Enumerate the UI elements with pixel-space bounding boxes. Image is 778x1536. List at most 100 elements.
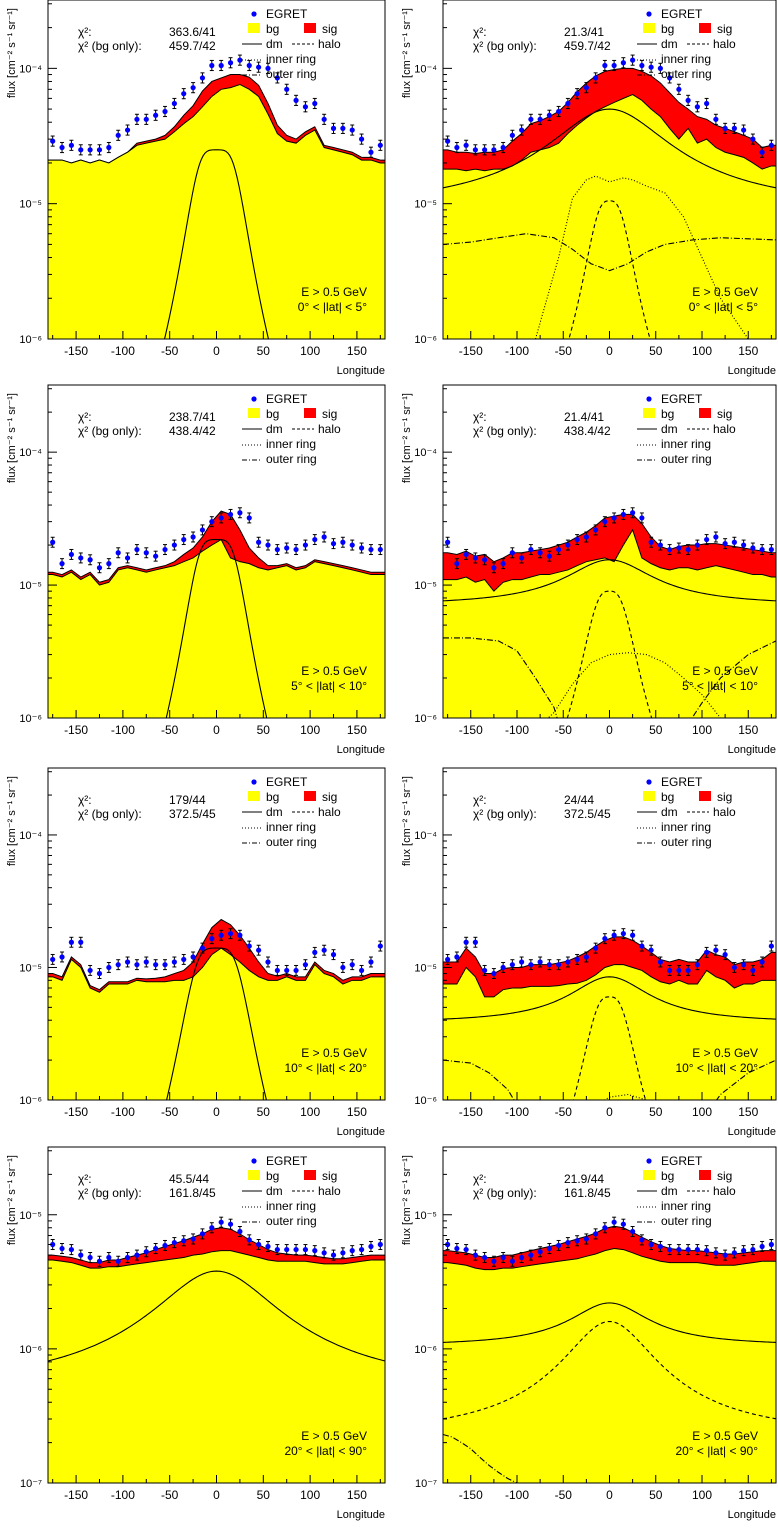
legend-sig-label: sig xyxy=(322,790,337,804)
egret-marker xyxy=(667,1246,673,1253)
egret-marker xyxy=(759,1243,765,1250)
x-tick-label: 50 xyxy=(649,723,663,737)
egret-marker xyxy=(500,561,506,567)
egret-point xyxy=(759,544,765,556)
egret-point xyxy=(96,1255,103,1267)
egret-marker xyxy=(454,561,460,567)
egret-point xyxy=(115,129,121,141)
latitude-range-label: 10° < |lat| < 20° xyxy=(284,1061,367,1075)
egret-marker xyxy=(648,64,654,70)
egret-marker xyxy=(750,1246,756,1253)
x-tick-label: -100 xyxy=(505,1488,529,1502)
legend-sig-swatch xyxy=(304,23,316,33)
egret-marker xyxy=(713,116,719,122)
egret-marker xyxy=(519,127,525,133)
egret-point xyxy=(491,1255,497,1267)
egret-marker xyxy=(500,1254,506,1261)
egret-marker xyxy=(171,100,177,107)
legend-bg-swatch xyxy=(248,791,260,801)
chi2-bg-label: χ² (bg only): xyxy=(473,424,537,438)
egret-marker xyxy=(667,75,673,81)
egret-point xyxy=(106,558,112,570)
egret-marker xyxy=(593,1231,599,1237)
x-tick-label: -100 xyxy=(505,1105,529,1119)
egret-point xyxy=(750,542,756,554)
x-axis-label: Longitude xyxy=(728,1126,776,1138)
egret-point xyxy=(68,548,75,560)
x-tick-label: -50 xyxy=(161,344,179,358)
egret-point xyxy=(602,59,608,72)
egret-marker xyxy=(68,1246,75,1253)
egret-point xyxy=(694,101,700,113)
egret-marker xyxy=(78,939,84,945)
egret-marker xyxy=(330,541,337,547)
egret-marker xyxy=(482,967,488,974)
egret-point xyxy=(134,544,140,556)
egret-marker xyxy=(274,546,280,553)
egret-point xyxy=(537,113,543,125)
egret-point xyxy=(153,1243,159,1255)
panel-5: -150 -100 -50 0 50 100 150 Longitude 10⁻⁶ 10⁻⁵ 10⁻… xyxy=(6,767,386,1138)
egret-point xyxy=(134,959,140,971)
x-tick-label: 0 xyxy=(213,1488,220,1502)
legend-bg-label: bg xyxy=(661,790,674,804)
egret-marker xyxy=(284,967,290,974)
x-axis-label: Longitude xyxy=(728,1509,776,1521)
egret-point xyxy=(472,144,478,156)
panel-5-plot-area xyxy=(48,918,385,1100)
egret-point xyxy=(124,956,131,968)
panel-4: -150 -100 -50 0 50 100 150 Longitude 10⁻⁶ 10⁻⁵ 10⁻… xyxy=(401,384,777,756)
legend-halo-label: halo xyxy=(318,37,341,51)
egret-marker xyxy=(209,62,215,69)
egret-marker xyxy=(330,1252,337,1258)
legend-sig-label: sig xyxy=(717,407,732,421)
legend-dm-label: dm xyxy=(661,422,678,436)
egret-point xyxy=(463,1244,469,1256)
egret-marker xyxy=(274,967,280,974)
egret-point xyxy=(639,59,645,72)
egret-marker xyxy=(463,1246,469,1253)
egret-point xyxy=(491,562,497,574)
egret-point xyxy=(106,1251,112,1264)
legend-egret-label: EGRET xyxy=(661,1154,703,1168)
egret-marker xyxy=(134,116,140,122)
egret-point xyxy=(491,144,497,156)
egret-marker xyxy=(722,1252,728,1258)
legend-egret-marker xyxy=(646,1158,652,1164)
egret-point xyxy=(463,548,469,560)
egret-point xyxy=(190,531,196,543)
legend-egret-marker xyxy=(251,779,257,785)
egret-point xyxy=(162,1239,168,1252)
egret-point xyxy=(256,61,262,73)
egret-marker xyxy=(106,144,112,151)
legend-inner-ring-label: inner ring xyxy=(266,437,316,451)
legend-sig-swatch xyxy=(304,408,316,418)
legend-sig-swatch xyxy=(304,1170,316,1180)
egret-point xyxy=(528,1249,534,1261)
egret-point xyxy=(153,550,159,562)
egret-point xyxy=(648,1238,654,1251)
egret-point xyxy=(445,953,451,965)
egret-point xyxy=(509,547,515,559)
egret-point xyxy=(565,1237,571,1249)
chi2-bg-label: χ² (bg only): xyxy=(78,424,142,438)
egret-marker xyxy=(519,1254,525,1261)
egret-point xyxy=(358,133,365,145)
y-tick-label: 10⁻⁵ xyxy=(414,199,437,211)
egret-marker xyxy=(630,510,636,516)
egret-marker xyxy=(602,62,608,69)
bg-area xyxy=(48,83,385,339)
chi2-value: 45.5/44 xyxy=(169,1172,209,1186)
egret-point xyxy=(676,1244,682,1256)
egret-point xyxy=(482,1251,488,1264)
egret-point xyxy=(96,968,103,979)
egret-marker xyxy=(491,1258,497,1264)
egret-marker xyxy=(190,954,196,960)
egret-marker xyxy=(59,144,65,151)
egret-point xyxy=(368,544,374,556)
egret-point xyxy=(59,141,65,154)
legend-egret-marker xyxy=(646,779,652,785)
egret-point xyxy=(218,929,224,941)
y-tick-label: 10⁻⁵ xyxy=(19,962,42,974)
egret-point xyxy=(731,536,737,548)
